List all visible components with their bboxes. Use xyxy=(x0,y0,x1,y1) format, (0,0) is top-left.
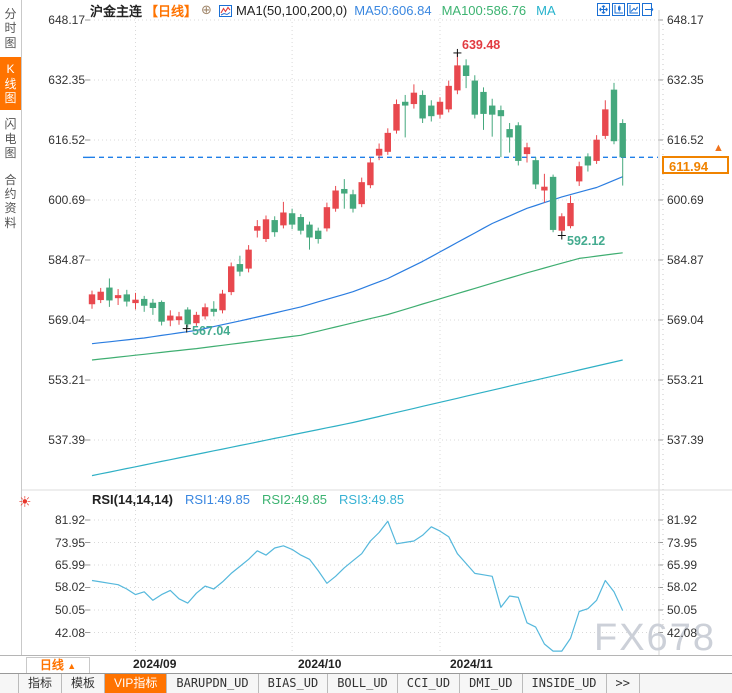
tab-vip[interactable]: VIP指标 xyxy=(105,674,168,693)
tab-[interactable]: 指标 xyxy=(19,674,63,693)
price-axis-label-right: 616.52 xyxy=(667,132,704,147)
swing-low-price-label: 592.12 xyxy=(567,234,606,248)
price-axis-label-left: 584.87 xyxy=(48,252,85,267)
price-axis-label-left: 569.04 xyxy=(48,313,85,327)
rsi-value-0: RSI1:49.85 xyxy=(184,492,250,507)
chart-toolbar xyxy=(597,3,655,16)
chart-header: 沪金主连 【日线】 ⊕ MA1(50,100,200,0) MA50:606.8… xyxy=(90,2,556,19)
price-axis-label-left: 600.69 xyxy=(48,193,85,207)
ma-value-1: MA100:586.76 xyxy=(441,2,527,18)
tab-boll_ud[interactable]: BOLL_UD xyxy=(328,674,398,693)
price-axis-label-left: 537.39 xyxy=(48,433,85,447)
tabbar-spacer xyxy=(0,674,19,693)
tab-[interactable]: 模板 xyxy=(62,674,106,693)
price-axis-label-right: 569.04 xyxy=(667,313,704,327)
kline-chart-icon xyxy=(218,4,232,17)
axis-trend-icon[interactable] xyxy=(627,3,640,16)
rsi-axis-label-left: 81.92 xyxy=(54,513,85,527)
watermark: FX678 xyxy=(594,617,716,659)
candlestick-chart-plot[interactable] xyxy=(0,0,732,655)
period-up-arrow-icon: ▲ xyxy=(67,661,77,671)
symbol-title: 沪金主连 xyxy=(90,3,143,19)
tab-inside_ud[interactable]: INSIDE_UD xyxy=(523,674,607,693)
rsi-current-values: RSI1:49.85 RSI2:49.85 RSI3:49.85 xyxy=(185,492,404,507)
indicator-tab-bar: 指标 模板 VIP指标 BARUPDN_UD BIAS_UD BOLL_UD CCI_UD D… xyxy=(0,673,732,693)
x-axis-row: 日线 ▲ 2024/09 2024/10 2024/11 xyxy=(0,655,732,674)
rsi-axis-label-right: 58.02 xyxy=(667,580,698,595)
price-axis-label-right: 632.35 xyxy=(667,72,704,87)
rsi-value-1: RSI2:49.85 xyxy=(261,492,328,507)
rsi-value-2: RSI3:49.85 xyxy=(339,492,405,507)
sidebar-item-3[interactable]: 合约资料 xyxy=(4,172,17,230)
price-axis-label-right: 553.21 xyxy=(667,373,704,388)
rsi-axis-label-left: 73.95 xyxy=(54,535,85,550)
period-tag: 【日线】 xyxy=(145,3,198,19)
ma-value-2: MA xyxy=(536,2,556,18)
pan-icon[interactable] xyxy=(597,3,610,16)
rsi-axis-label-left: 42.08 xyxy=(54,625,85,640)
price-axis-label-left: 553.21 xyxy=(48,373,85,388)
rsi-axis-label-right: 73.95 xyxy=(667,535,698,550)
exit-chart-icon[interactable] xyxy=(642,3,655,16)
high-price-label: 639.48 xyxy=(462,38,501,52)
rsi-axis-label-right: 65.99 xyxy=(667,557,698,572)
circle-plus-icon[interactable]: ⊕ xyxy=(201,2,212,17)
tab-cci_ud[interactable]: CCI_UD xyxy=(398,674,461,693)
price-axis-label-left: 616.52 xyxy=(48,132,85,147)
rsi-axis-label-right: 42.08 xyxy=(667,625,698,640)
ma-current-values: MA50:606.84 MA100:586.76 MA xyxy=(354,3,555,18)
rsi-axis-label-left: 58.02 xyxy=(54,580,85,595)
tab-bias_ud[interactable]: BIAS_UD xyxy=(259,674,329,693)
sidebar-item-0[interactable]: 分时图 xyxy=(4,7,17,50)
rsi-header: RSI(14,14,14) RSI1:49.85 RSI2:49.85 RSI3:4… xyxy=(92,492,404,507)
price-up-arrow-icon: ▲ xyxy=(713,142,724,154)
ma-value-0: MA50:606.84 xyxy=(354,2,432,18)
rsi-axis-label-right: 81.92 xyxy=(667,513,698,527)
ma-settings-label: MA1(50,100,200,0) xyxy=(235,2,348,18)
x-axis-date: 2024/11 xyxy=(450,657,493,671)
x-axis-date: 2024/09 xyxy=(133,657,177,671)
indicator-settings-icon[interactable]: ☀ xyxy=(18,494,32,511)
x-axis-date: 2024/10 xyxy=(298,657,342,671)
rsi-axis-label-left: 50.05 xyxy=(54,602,85,617)
tab-[interactable]: >> xyxy=(607,674,640,693)
sidebar-item-2[interactable]: 闪电图 xyxy=(4,117,17,161)
axis-candle-icon[interactable] xyxy=(612,3,625,16)
tab-dmi_ud[interactable]: DMI_UD xyxy=(460,674,523,693)
price-axis-label-left: 632.35 xyxy=(48,72,85,87)
price-axis-label-left: 648.17 xyxy=(48,13,85,27)
period-selector[interactable]: 日线 ▲ xyxy=(26,657,90,674)
current-price-marker: 611.94 xyxy=(662,156,729,174)
rsi-axis-label-left: 65.99 xyxy=(54,557,85,572)
price-axis-label-right: 600.69 xyxy=(667,193,704,207)
price-axis-label-right: 648.17 xyxy=(667,13,704,27)
low-price-label: 567.04 xyxy=(192,324,231,338)
price-axis-label-right: 537.39 xyxy=(667,433,704,447)
rsi-axis-label-right: 50.05 xyxy=(667,602,698,617)
rsi-title: RSI(14,14,14) xyxy=(92,492,173,507)
price-axis-label-right: 584.87 xyxy=(667,252,704,267)
tab-barupdn_ud[interactable]: BARUPDN_UD xyxy=(167,674,259,693)
